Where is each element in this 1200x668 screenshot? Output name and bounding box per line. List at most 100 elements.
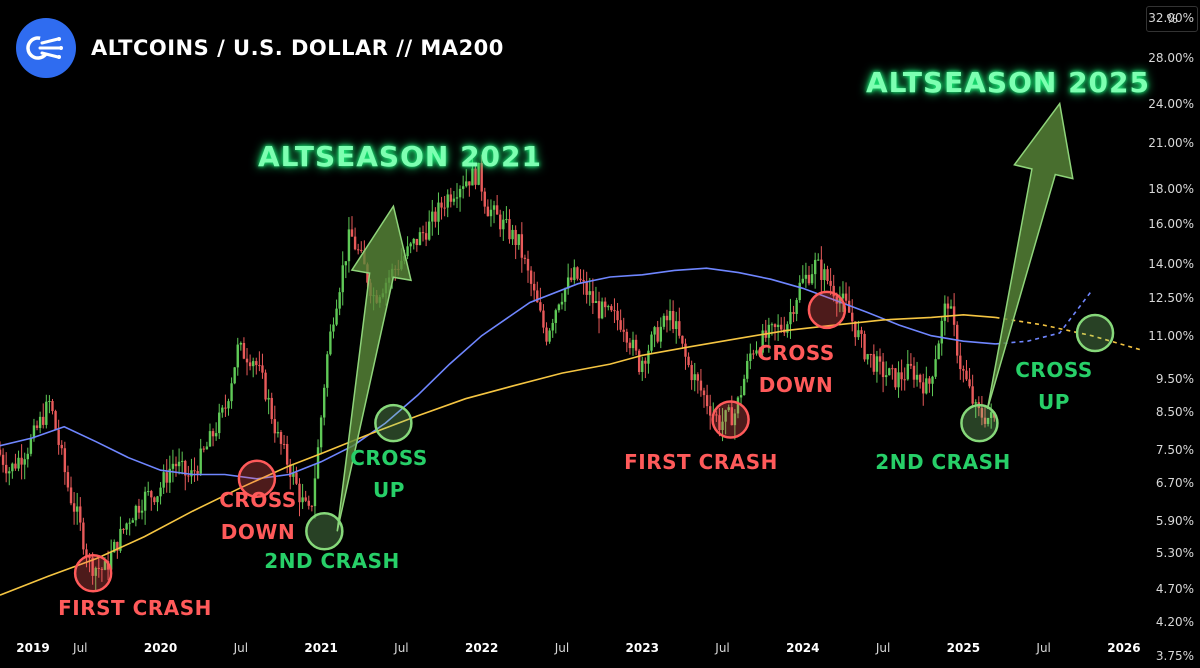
candle-body [576, 267, 579, 279]
unit-selector[interactable]: % [1146, 6, 1198, 32]
candle-body [514, 229, 517, 246]
candle-body [171, 463, 175, 469]
candle-body [851, 312, 854, 322]
candle-body [684, 343, 687, 357]
candle-body [335, 308, 338, 325]
candle-body [906, 363, 910, 380]
candle-body [690, 365, 693, 381]
candle-body [588, 291, 591, 295]
x-tick-label: 2026 [1107, 641, 1141, 655]
candle-body [147, 491, 150, 493]
candle-body [641, 360, 644, 373]
candle-body [88, 556, 91, 558]
candle-body [582, 280, 585, 282]
candle-body [168, 468, 172, 483]
candle-body [915, 374, 919, 380]
altseason-arrows [336, 101, 1074, 532]
candle-body [208, 431, 212, 447]
candle-body [66, 472, 70, 488]
cross-down-2024-label: CROSS DOWN [757, 341, 835, 397]
candle-body [29, 438, 33, 454]
candle-body [156, 496, 159, 503]
candle-body [659, 326, 662, 342]
candle-body [613, 310, 616, 312]
candle-body [746, 360, 749, 379]
candle-body [761, 330, 764, 353]
candle-body [100, 568, 104, 570]
x-tick-label: 2020 [143, 641, 178, 655]
candle-body [727, 407, 730, 411]
candle-body [471, 168, 474, 186]
candle-body [17, 457, 20, 469]
cross-up-2025-label: CROSS UP [1015, 358, 1093, 414]
candle-body [227, 401, 230, 409]
candle-body [119, 528, 122, 551]
candle-body [792, 312, 795, 314]
candle-body [656, 327, 659, 342]
candle-body [143, 491, 147, 511]
candle-body [492, 205, 496, 210]
candle-body [909, 363, 913, 366]
candle-body [79, 506, 82, 523]
cross-up-2021-label: CROSS UP [350, 446, 428, 502]
candle-body [313, 478, 317, 507]
candle-body [48, 400, 51, 402]
chart-header: ALTCOINS / U.S. DOLLAR // MA200 [16, 18, 504, 78]
candle-body [965, 370, 968, 380]
candle-body [455, 197, 459, 199]
candle-body [0, 449, 2, 455]
candle-body [786, 324, 789, 333]
candle-body [116, 541, 119, 551]
candle-body [687, 356, 690, 366]
candle-body [474, 168, 477, 185]
x-tick-label: Jul [1036, 641, 1051, 655]
candle-body [502, 219, 505, 230]
candle-body [928, 378, 931, 384]
candle-body [767, 324, 771, 338]
candle-body [97, 567, 101, 569]
x-tick-label: Jul [394, 641, 409, 655]
candle-body [600, 301, 604, 319]
candle-body [4, 464, 8, 474]
candle-body [261, 365, 264, 373]
candle-body [94, 567, 97, 576]
candle-body [807, 274, 811, 284]
candle-body [326, 354, 329, 388]
candle-body [937, 343, 940, 360]
candle-body [72, 503, 76, 512]
candle-body [693, 374, 696, 381]
candle-body [730, 407, 733, 426]
candle-body [810, 274, 814, 284]
x-tick-label: 2019 [16, 641, 50, 655]
candle-body [881, 361, 885, 378]
candle-body [752, 353, 755, 355]
signal-rays-icon [26, 36, 63, 60]
candle-body [616, 310, 619, 321]
candle-body [137, 505, 141, 513]
candle-body [193, 470, 196, 472]
chart-title: ALTCOINS / U.S. DOLLAR // MA200 [91, 36, 504, 60]
candle-body [42, 416, 45, 425]
candle-body [894, 368, 897, 388]
y-tick-label: 18.00% [1148, 182, 1194, 197]
x-tick-label: 2021 [304, 641, 338, 655]
candle-body [310, 505, 314, 507]
red-marker-circle [237, 459, 277, 499]
candle-body [918, 374, 922, 383]
candle-body [644, 360, 647, 364]
candle-body [128, 522, 131, 524]
candle-body [622, 329, 625, 332]
candle-body [835, 296, 838, 304]
candle-body [863, 333, 866, 360]
moving-average-lines [0, 267, 1141, 596]
candle-body [54, 411, 57, 430]
candle-body [841, 293, 845, 299]
candle-body [233, 367, 236, 384]
up-arrow [336, 204, 412, 532]
candle-body [60, 444, 63, 449]
candle-body [983, 417, 987, 424]
candle-body [931, 376, 934, 384]
candle-body [872, 354, 876, 372]
x-tick-label: Jul [73, 641, 88, 655]
